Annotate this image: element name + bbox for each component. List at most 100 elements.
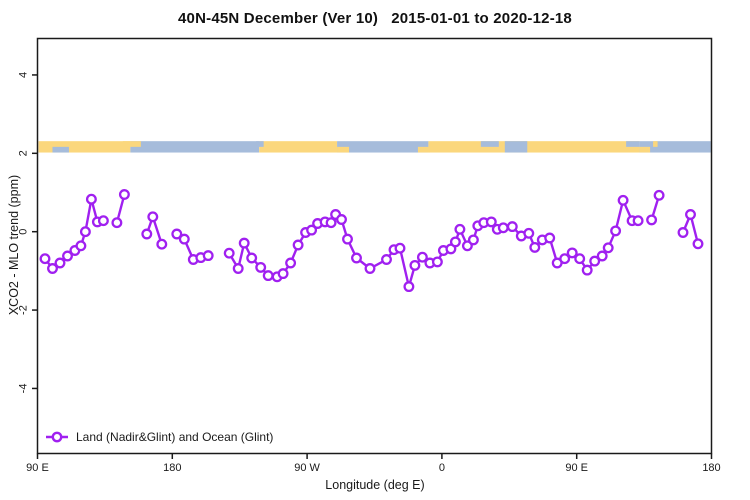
data-point [403, 281, 415, 293]
data-point [381, 254, 392, 265]
data-point [202, 250, 214, 262]
data-point [325, 217, 337, 229]
y-tick-label: 0 [18, 229, 30, 235]
data-point [85, 193, 97, 205]
data-point [632, 215, 644, 227]
data-point [223, 247, 235, 259]
band-patch-land [417, 146, 430, 153]
data-point [97, 215, 109, 227]
axes: 90 E 180 90 W 0 90 E 180 -4 -2 0 2 4 [18, 37, 721, 474]
data-point [394, 242, 406, 254]
data-point [409, 259, 421, 271]
data-point [54, 257, 66, 269]
data-point [147, 211, 159, 223]
data-point [646, 214, 658, 226]
x-tick-label: 180 [163, 462, 181, 474]
data-point [62, 250, 73, 262]
band-segment-land [428, 141, 640, 153]
x-tick-label: 90 W [294, 462, 320, 474]
data-point [596, 250, 608, 262]
data-point [589, 255, 601, 267]
data-point [506, 221, 518, 233]
data-point [610, 225, 622, 237]
band-patch-ocean [480, 141, 499, 147]
data-point [449, 236, 461, 248]
data-point [292, 239, 304, 251]
band-segment-ocean [130, 141, 260, 153]
data-point [364, 263, 376, 274]
data-point [47, 263, 58, 274]
data-point [79, 226, 91, 238]
data-point [118, 189, 130, 200]
data-point [566, 247, 578, 259]
y-axis-title: XCO2 - MLO trend (ppm) [7, 174, 21, 316]
data-point [141, 228, 153, 240]
data-point [692, 238, 704, 250]
data-point [285, 257, 297, 269]
band-segment-land [259, 141, 338, 153]
data-point [232, 263, 244, 274]
legend-point-marker [51, 431, 63, 443]
data-point [255, 261, 267, 273]
data-point [497, 222, 509, 234]
data-point [617, 194, 629, 206]
y-tick-label: -2 [18, 305, 30, 315]
y-tick-label: -4 [18, 384, 30, 394]
data-point [581, 264, 593, 276]
data-point [454, 223, 466, 235]
data-point [306, 224, 318, 236]
land-ocean-band [38, 141, 711, 153]
data-point [39, 253, 51, 265]
data-point [544, 232, 556, 244]
data-point [238, 237, 250, 249]
data-point [246, 252, 258, 264]
data-point [529, 241, 541, 253]
x-tick-label: 180 [702, 462, 720, 474]
data-point [653, 189, 665, 201]
data-point [262, 270, 274, 282]
data-point [685, 209, 696, 220]
data-point [467, 234, 479, 246]
y-tick-label: 2 [18, 150, 30, 156]
data-point [574, 253, 586, 265]
data-point [111, 217, 123, 229]
chart-title: 40N-45N December (Ver 10) 2015-01-01 to … [178, 10, 572, 27]
band-patch-ocean [626, 141, 640, 147]
band-patch-land [337, 146, 350, 153]
data-point [336, 214, 347, 225]
data-point [523, 227, 535, 239]
data-point [602, 242, 614, 254]
band-segment-ocean [337, 141, 429, 153]
data-point [559, 253, 571, 265]
data-point [485, 216, 497, 228]
data-point [277, 268, 289, 280]
data-series [39, 189, 704, 293]
band-patch-ocean [52, 146, 69, 153]
y-tick-label: 4 [18, 72, 30, 78]
x-tick-label: 0 [439, 462, 445, 474]
band-patch-ocean [504, 141, 528, 153]
data-point [156, 238, 168, 250]
data-point [171, 228, 183, 240]
band-patch-land [122, 141, 141, 147]
band-segment-land [38, 141, 131, 153]
plot-border [36, 37, 713, 455]
series-line [44, 197, 104, 270]
data-point [351, 252, 362, 264]
data-point [178, 233, 190, 245]
data-point [75, 240, 87, 252]
series-line [228, 199, 639, 288]
band-patch-land [653, 141, 658, 147]
band-patch-ocean [256, 141, 264, 147]
x-axis-title: Longitude (deg E) [325, 478, 425, 492]
data-point [431, 256, 443, 268]
x-tick-label: 90 E [26, 462, 49, 474]
band-segment-ocean [639, 141, 711, 153]
legend [46, 431, 68, 443]
data-point [342, 233, 353, 245]
legend-label: Land (Nadir&Glint) and Ocean (Glint) [76, 430, 274, 444]
band-patch-land [639, 146, 651, 153]
x-tick-label: 90 E [565, 462, 588, 474]
